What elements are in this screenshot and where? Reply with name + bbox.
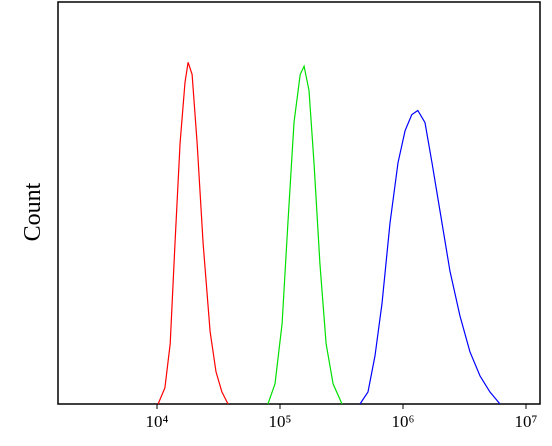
histogram-line — [267, 64, 343, 405]
x-tick-label: 10⁶ — [392, 412, 415, 431]
x-tick-label: 10⁵ — [269, 412, 292, 431]
histogram-line — [157, 62, 229, 405]
y-axis-label: Count — [20, 182, 46, 241]
x-tick-label: 10⁷ — [515, 412, 538, 431]
x-tick-label: 10⁴ — [146, 412, 169, 431]
plot-frame — [57, 1, 541, 405]
histogram-line — [359, 109, 501, 405]
